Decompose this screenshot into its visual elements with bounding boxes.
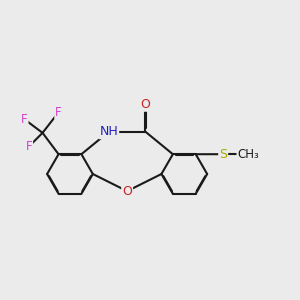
Text: NH: NH bbox=[100, 125, 118, 138]
Text: O: O bbox=[122, 185, 132, 198]
Text: S: S bbox=[219, 148, 227, 161]
Text: CH₃: CH₃ bbox=[237, 148, 259, 161]
Text: F: F bbox=[55, 106, 62, 119]
Text: F: F bbox=[26, 140, 32, 153]
Text: F: F bbox=[21, 112, 28, 126]
Text: O: O bbox=[140, 98, 150, 111]
